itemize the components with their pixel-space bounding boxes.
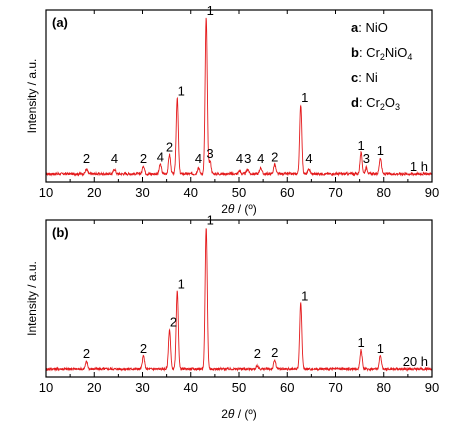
xrd-trace	[45, 17, 433, 177]
panel-label: (a)	[52, 15, 68, 30]
peak-label: 2	[140, 341, 147, 356]
condition-label: 1 h	[410, 159, 428, 174]
legend-entry: c: Ni	[351, 70, 378, 85]
peak-label: 1	[357, 138, 364, 153]
peak-label: 2	[140, 151, 147, 166]
x-tick-label: 50	[232, 380, 246, 395]
x-tick-label: 20	[87, 185, 101, 200]
xrd-trace	[45, 228, 433, 372]
x-tick-label: 60	[280, 185, 294, 200]
x-axis-title: 2θ / (º)	[221, 202, 257, 216]
x-tick-label: 30	[135, 185, 149, 200]
y-axis-title: Intensity / a.u.	[25, 59, 39, 134]
x-tick-label: 90	[425, 380, 439, 395]
legend-entry: b: Cr2NiO4	[351, 45, 412, 62]
peak-label: 1	[178, 83, 185, 98]
x-tick-label: 30	[135, 380, 149, 395]
x-tick-label: 80	[377, 380, 391, 395]
peak-label: 1	[301, 288, 308, 303]
x-tick-label: 60	[280, 380, 294, 395]
legend-entry: d: Cr2O3	[351, 95, 400, 112]
peak-label: 1	[357, 335, 364, 350]
peak-label: 1	[207, 3, 214, 18]
x-tick-label: 50	[232, 185, 246, 200]
peak-label: 3	[363, 151, 370, 166]
peak-label: 4	[236, 151, 243, 166]
y-axis-title: Intensity / a.u.	[25, 261, 39, 336]
x-tick-label: 70	[328, 380, 342, 395]
peak-label: 4	[305, 151, 312, 166]
x-tick-label: 80	[377, 185, 391, 200]
x-tick-label: 20	[87, 380, 101, 395]
x-tick-label: 90	[425, 185, 439, 200]
peak-label: 2	[271, 149, 278, 164]
peak-label: 2	[254, 346, 261, 361]
panel-label: (b)	[52, 225, 69, 240]
peak-label: 1	[377, 341, 384, 356]
x-tick-label: 40	[184, 185, 198, 200]
peak-label: 3	[244, 151, 251, 166]
xrd-panel-a: 10 20 30 40 50 60 70 80 90 2θ / (º) Intensity / a.…	[25, 3, 439, 216]
x-axis-title: 2θ / (º)	[221, 407, 257, 421]
plot-frame	[45, 219, 433, 378]
peak-label: 4	[111, 151, 118, 166]
peak-label: 2	[83, 151, 90, 166]
peak-label: 2	[166, 140, 173, 155]
legend-entry: a: NiO	[351, 20, 388, 35]
x-tick-label: 40	[184, 380, 198, 395]
peak-label: 4	[195, 151, 202, 166]
peak-label: 1	[178, 277, 185, 292]
condition-label: 20 h	[403, 354, 428, 369]
peak-label: 4	[257, 151, 264, 166]
peak-label: 1	[301, 90, 308, 105]
peak-label: 1	[377, 143, 384, 158]
peak-label: 2	[170, 315, 177, 330]
x-tick-label: 10	[39, 380, 53, 395]
x-tick-label: 70	[328, 185, 342, 200]
peak-label: 4	[157, 149, 164, 164]
peak-label: 3	[206, 146, 213, 161]
xrd-panel-b: 10 20 30 40 50 60 70 80 90 2θ / (º) Intensity / a.…	[25, 212, 439, 421]
x-tick-label: 10	[39, 185, 53, 200]
peak-label: 2	[271, 345, 278, 360]
peak-label: 2	[83, 346, 90, 361]
peak-label: 1	[207, 212, 214, 227]
